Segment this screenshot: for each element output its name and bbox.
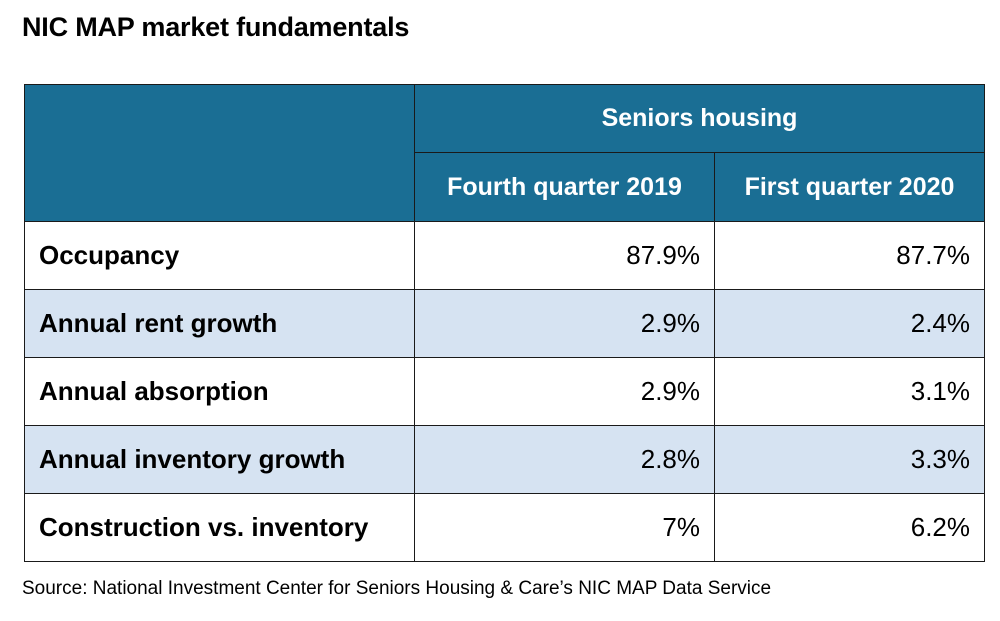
row-label: Annual inventory growth	[24, 425, 415, 494]
row-label: Occupancy	[24, 221, 415, 290]
group-header: Seniors housing	[413, 84, 986, 153]
table-cell: 6.2%	[713, 493, 986, 562]
table-cell: 3.1%	[713, 357, 986, 426]
page-title: NIC MAP market fundamentals	[22, 12, 410, 42]
column-header: First quarter 2020	[713, 152, 986, 222]
source-note: Source: National Investment Center for S…	[22, 578, 772, 599]
fundamentals-table: Seniors housing Fourth quarter 2019 Firs…	[24, 84, 986, 562]
row-label: Annual rent growth	[24, 289, 415, 358]
table-row: Annual absorption 2.9% 3.1%	[24, 357, 986, 426]
table-cell: 3.3%	[713, 425, 986, 494]
table-cell: 2.4%	[713, 289, 986, 358]
table-row: Annual inventory growth 2.8% 3.3%	[24, 425, 986, 494]
row-label: Construction vs. inventory	[24, 493, 415, 562]
table-row: Construction vs. inventory 7% 6.2%	[24, 493, 986, 562]
table-cell: 2.9%	[414, 289, 715, 358]
table-cell: 87.9%	[414, 221, 715, 290]
table-cell: 2.9%	[414, 357, 715, 426]
table-cell: 87.7%	[713, 221, 986, 290]
column-header: Fourth quarter 2019	[414, 152, 715, 222]
row-label: Annual absorption	[24, 357, 415, 426]
corner-header-cell	[24, 84, 415, 222]
table-cell: 7%	[414, 493, 715, 562]
table-cell: 2.8%	[414, 425, 715, 494]
table-row: Annual rent growth 2.9% 2.4%	[24, 289, 986, 358]
table-row: Occupancy 87.9% 87.7%	[24, 221, 986, 290]
